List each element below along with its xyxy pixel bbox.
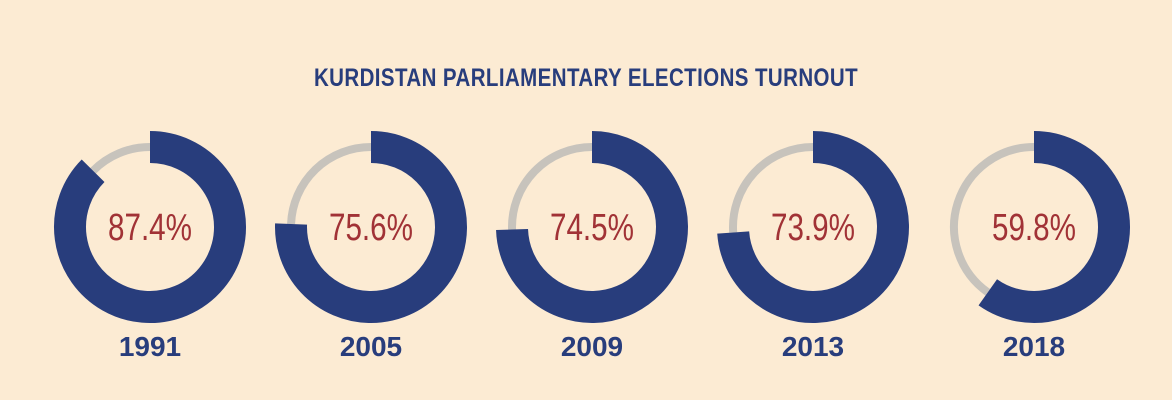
chart-title: KURDISTAN PARLIAMENTARY ELECTIONS TURNOU…: [313, 64, 859, 92]
year-label: 2005: [340, 331, 402, 362]
value-label: 73.9%: [771, 207, 855, 249]
value-label: 87.4%: [108, 207, 192, 249]
donut-remainder-arc: [287, 143, 372, 225]
year-label: 2009: [561, 331, 623, 362]
donut-value-arc: [496, 131, 688, 323]
donut-remainder-arc: [729, 143, 814, 233]
donut-value-arc: [717, 131, 909, 323]
value-label: 74.5%: [550, 207, 634, 249]
value-label: 75.6%: [329, 207, 413, 249]
donut-value-arc: [275, 131, 467, 323]
year-label: 2013: [782, 331, 844, 362]
value-label: 59.8%: [992, 207, 1076, 249]
year-label: 2018: [1003, 331, 1065, 362]
donut-value-arc: [978, 131, 1130, 323]
donut-remainder-arc: [950, 143, 1034, 296]
year-label: 1991: [119, 331, 181, 362]
donut-remainder-arc: [508, 143, 593, 230]
donut-remainder-arc: [90, 143, 151, 174]
donut-value-arc: [54, 131, 246, 323]
